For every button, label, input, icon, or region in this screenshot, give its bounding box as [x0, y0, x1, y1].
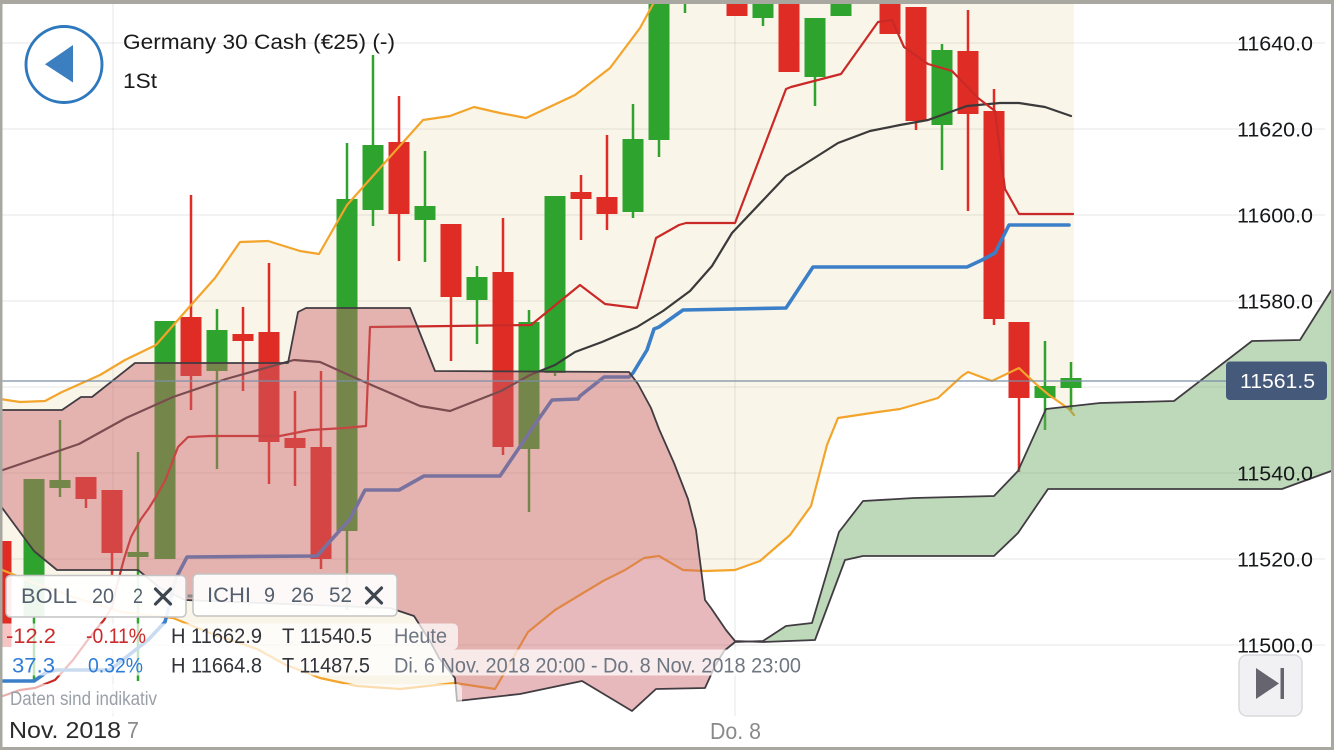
svg-text:11500.0: 11500.0	[1237, 635, 1313, 658]
svg-text:0.32%: 0.32%	[88, 654, 143, 678]
svg-text:Heute: Heute	[394, 624, 447, 648]
svg-text:11640.0: 11640.0	[1237, 33, 1313, 56]
svg-text:T 11540.5: T 11540.5	[282, 624, 372, 648]
svg-text:-12.2: -12.2	[6, 624, 56, 648]
svg-text:26: 26	[291, 584, 314, 607]
svg-text:2: 2	[133, 585, 143, 608]
svg-text:11540.0: 11540.0	[1237, 463, 1313, 486]
svg-text:9: 9	[264, 584, 275, 607]
svg-text:Germany 30 Cash (€25) (-): Germany 30 Cash (€25) (-)	[123, 31, 395, 54]
svg-text:37.3: 37.3	[12, 654, 55, 678]
svg-text:7: 7	[127, 717, 139, 743]
svg-text:Do. 8: Do. 8	[710, 718, 761, 744]
svg-text:11561.5: 11561.5	[1240, 370, 1315, 393]
svg-text:1St: 1St	[123, 70, 157, 93]
svg-text:20: 20	[92, 585, 114, 608]
svg-text:11520.0: 11520.0	[1237, 549, 1313, 572]
svg-text:-0.11%: -0.11%	[86, 624, 146, 648]
svg-text:T 11487.5: T 11487.5	[282, 654, 370, 678]
svg-text:BOLL: BOLL	[21, 585, 77, 608]
svg-text:H 11662.9: H 11662.9	[171, 624, 262, 648]
svg-text:Daten sind indikativ: Daten sind indikativ	[10, 689, 157, 710]
svg-text:ICHI: ICHI	[207, 584, 251, 607]
svg-text:11580.0: 11580.0	[1237, 291, 1313, 314]
svg-text:11600.0: 11600.0	[1237, 205, 1313, 228]
svg-text:Di. 6 Nov. 2018 20:00 - Do. 8: Di. 6 Nov. 2018 20:00 - Do. 8 Nov. 2018 …	[394, 654, 801, 678]
svg-text:Nov. 2018: Nov. 2018	[9, 717, 121, 743]
svg-text:11620.0: 11620.0	[1237, 119, 1313, 142]
svg-text:H 11664.8: H 11664.8	[171, 654, 262, 678]
svg-text:52: 52	[329, 584, 352, 607]
